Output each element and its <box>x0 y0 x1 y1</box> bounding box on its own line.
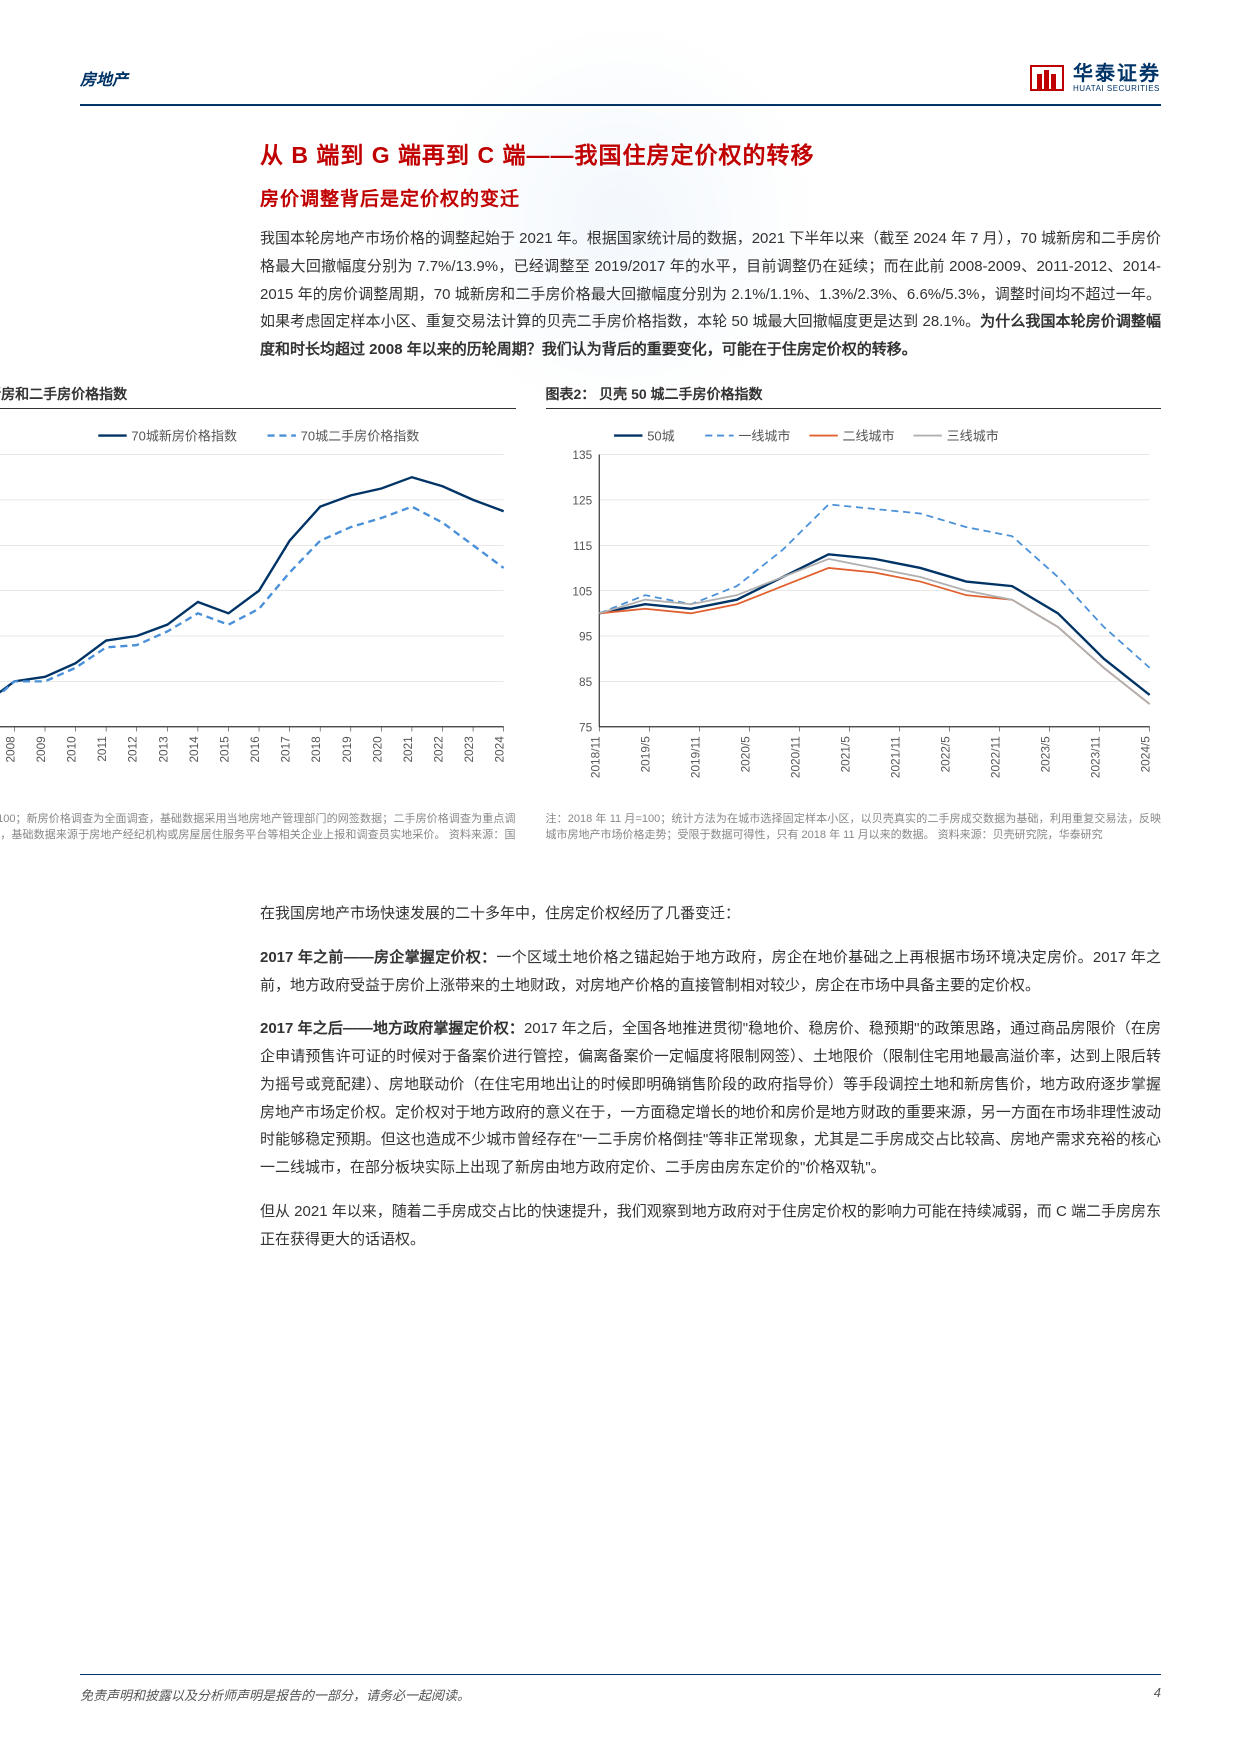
chart2-svg: 75 85 95 105 115 125 135 2018/11 2019/5 2019/11 20… <box>546 419 1162 798</box>
svg-text:2021/11: 2021/11 <box>888 736 902 778</box>
logo-text-en: HUATAI SECURITIES <box>1073 85 1161 94</box>
logo-block: 华泰证券 HUATAI SECURITIES <box>1029 60 1161 96</box>
svg-text:一线城市: 一线城市 <box>738 428 790 443</box>
svg-text:2023: 2023 <box>462 736 476 763</box>
svg-text:85: 85 <box>578 675 592 689</box>
svg-text:2020/5: 2020/5 <box>738 736 752 773</box>
svg-text:2022/11: 2022/11 <box>988 736 1002 778</box>
svg-text:2023/5: 2023/5 <box>1038 736 1052 773</box>
logo-text-cn: 华泰证券 <box>1073 63 1161 85</box>
para-2017-before: 2017 年之前——房企掌握定价权：一个区域土地价格之锚起始于地方政府，房企在地… <box>260 944 1161 1000</box>
svg-text:125: 125 <box>572 493 592 507</box>
chart2-title: 图表2： 贝壳 50 城二手房价格指数 <box>546 384 1162 409</box>
svg-text:2019/5: 2019/5 <box>638 736 652 773</box>
svg-text:50城: 50城 <box>647 428 675 443</box>
svg-text:2012: 2012 <box>126 736 140 762</box>
chart1-note: 注：2007 年 12 月=100；新房价格调查为全面调查，基础数据采用当地房地… <box>0 811 516 861</box>
svg-text:2015: 2015 <box>217 736 231 763</box>
para-2021: 但从 2021 年以来，随着二手房成交占比的快速提升，我们观察到地方政府对于住房… <box>260 1198 1161 1254</box>
page-header: 房地产 华泰证券 HUATAI SECURITIES <box>80 60 1161 106</box>
p3-text: 2017 年之后，全国各地推进贯彻"稳地价、稳房价、稳预期"的政策思路，通过商品… <box>260 1020 1161 1176</box>
svg-text:2021/5: 2021/5 <box>838 736 852 773</box>
title-main: 从 B 端到 G 端再到 C 端——我国住房定价权的转移 <box>260 136 1161 170</box>
mid-para: 在我国房地产市场快速发展的二十多年中，住房定价权经历了几番变迁： <box>260 900 1161 928</box>
svg-text:三线城市: 三线城市 <box>946 428 998 443</box>
chart2-note: 注：2018 年 11 月=100；统计方法为在城市选择固定样本小区，以贝壳真实… <box>546 811 1162 844</box>
svg-text:70城新房价格指数: 70城新房价格指数 <box>131 428 237 443</box>
svg-text:75: 75 <box>578 720 592 734</box>
svg-text:2024: 2024 <box>493 736 507 763</box>
footer-disclaimer: 免责声明和披露以及分析师声明是报告的一部分，请务必一起阅读。 <box>80 1685 470 1704</box>
svg-text:2023/11: 2023/11 <box>1088 736 1102 778</box>
svg-text:2017: 2017 <box>279 736 293 762</box>
svg-text:2011: 2011 <box>95 736 109 761</box>
svg-text:二线城市: 二线城市 <box>842 428 894 443</box>
svg-text:2021: 2021 <box>401 736 415 762</box>
svg-text:2018/11: 2018/11 <box>588 736 602 778</box>
svg-text:2009: 2009 <box>34 736 48 763</box>
chart2-block: 图表2： 贝壳 50 城二手房价格指数 75 85 95 105 115 125 135 20… <box>546 384 1162 860</box>
svg-text:2020/11: 2020/11 <box>788 736 802 778</box>
charts-row: 图表1： 70 城新房和二手房价格指数 80100120140160180200… <box>0 384 1161 860</box>
svg-text:2018: 2018 <box>309 736 323 763</box>
svg-text:2016: 2016 <box>248 736 262 763</box>
title-sub: 房价调整背后是定价权的变迁 <box>260 184 1161 211</box>
svg-text:115: 115 <box>573 539 592 553</box>
logo-icon <box>1029 60 1065 96</box>
para-2017-after: 2017 年之后——地方政府掌握定价权：2017 年之后，全国各地推进贯彻"稳地… <box>260 1015 1161 1182</box>
chart1-title: 图表1： 70 城新房和二手房价格指数 <box>0 384 516 409</box>
chart1-block: 图表1： 70 城新房和二手房价格指数 80100120140160180200… <box>0 384 516 860</box>
p3-bold: 2017 年之后——地方政府掌握定价权： <box>260 1020 524 1037</box>
svg-text:70城二手房价格指数: 70城二手房价格指数 <box>301 428 420 443</box>
svg-text:2022: 2022 <box>432 736 446 762</box>
svg-text:2020: 2020 <box>370 736 384 763</box>
svg-text:2022/5: 2022/5 <box>938 736 952 773</box>
svg-text:105: 105 <box>572 584 592 598</box>
svg-text:2019: 2019 <box>340 736 354 763</box>
svg-text:2019/11: 2019/11 <box>688 736 702 778</box>
svg-text:2010: 2010 <box>65 736 79 763</box>
svg-text:2014: 2014 <box>187 736 201 763</box>
svg-text:95: 95 <box>578 629 592 643</box>
p2-bold: 2017 年之前——房企掌握定价权： <box>260 949 496 966</box>
page-footer: 免责声明和披露以及分析师声明是报告的一部分，请务必一起阅读。 4 <box>80 1674 1161 1704</box>
svg-text:2008: 2008 <box>3 736 17 763</box>
svg-text:135: 135 <box>572 448 592 462</box>
svg-text:2013: 2013 <box>156 736 170 763</box>
intro-paragraph: 我国本轮房地产市场价格的调整起始于 2021 年。根据国家统计局的数据，2021… <box>260 225 1161 364</box>
category-label: 房地产 <box>80 66 128 90</box>
footer-page-number: 4 <box>1154 1685 1161 1704</box>
svg-text:2024/5: 2024/5 <box>1138 736 1152 773</box>
chart1-svg: 8010012014016018020020062007200820092010… <box>0 419 516 798</box>
